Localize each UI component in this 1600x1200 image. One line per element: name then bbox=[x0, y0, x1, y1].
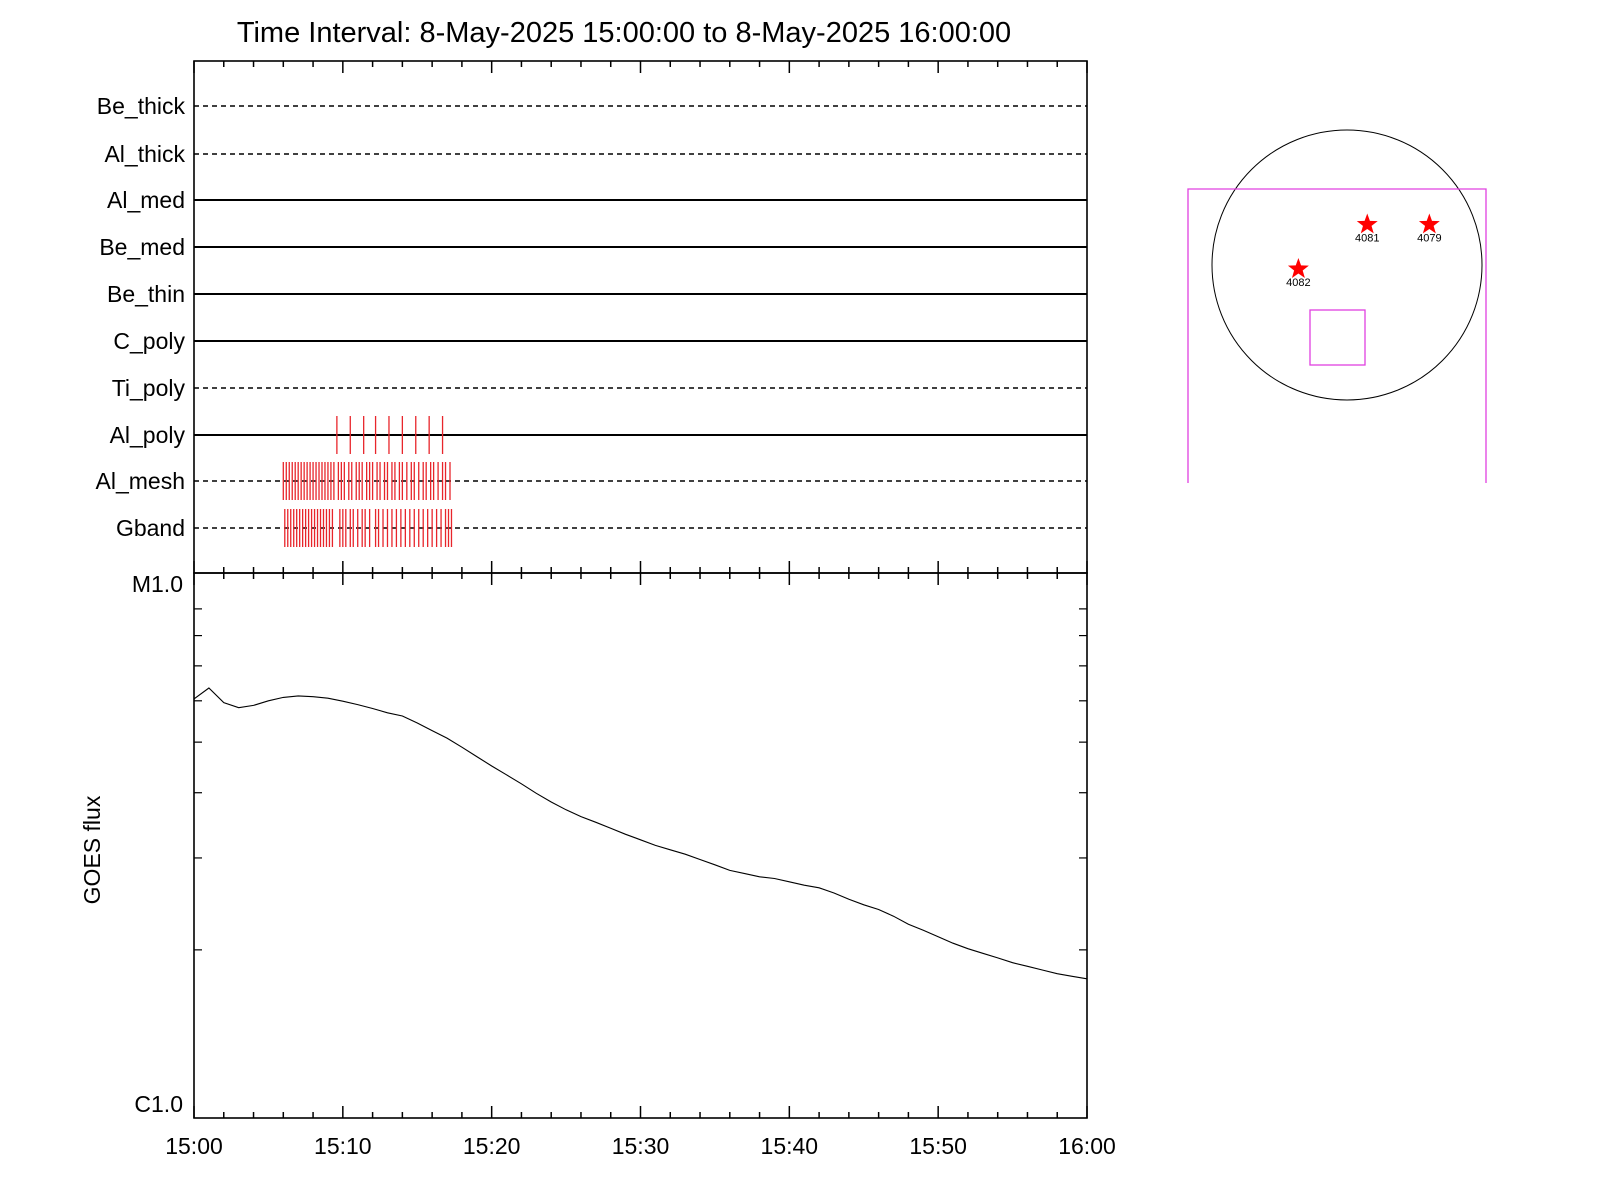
flux-x-tick-label: 15:50 bbox=[909, 1133, 967, 1159]
channel-label: Al_poly bbox=[110, 422, 186, 448]
channel-label: Al_thick bbox=[104, 141, 185, 167]
flux-y-max-label: M1.0 bbox=[132, 571, 183, 597]
field-of-view-outline bbox=[1187, 188, 1487, 483]
flux-y-axis-label: GOES flux bbox=[79, 795, 105, 904]
flux-y-min-label: C1.0 bbox=[134, 1091, 183, 1117]
active-region-star bbox=[1356, 213, 1378, 234]
channel-label: Gband bbox=[116, 515, 185, 541]
goes-flux-panel: GOES flux M1.0 C1.0 15:00 15:10 15:20 15:30… bbox=[79, 571, 1116, 1159]
flux-x-tick-label: 15:00 bbox=[165, 1133, 223, 1159]
active-region-label: 4079 bbox=[1417, 233, 1441, 245]
goes-flux-line bbox=[193, 687, 1088, 980]
flux-x-tick-label: 15:30 bbox=[612, 1133, 670, 1159]
active-region-star bbox=[1418, 213, 1440, 234]
flux-frame bbox=[193, 572, 1088, 1119]
active-region-star bbox=[1287, 258, 1309, 278]
channel-label: Al_med bbox=[107, 187, 185, 213]
channel-label: Al_mesh bbox=[96, 468, 185, 494]
channel-timeline-panel: Be_thick Al_thick Al_med Be_med Be_thin C_pol… bbox=[96, 60, 1088, 574]
flux-x-tick-label: 15:20 bbox=[463, 1133, 521, 1159]
channel-label: Be_med bbox=[99, 234, 185, 260]
channel-label: Be_thick bbox=[97, 93, 186, 119]
pointing-box bbox=[1309, 309, 1366, 366]
chart-title: Time Interval: 8-May-2025 15:00:00 to 8-… bbox=[237, 17, 1011, 49]
active-region-label: 4082 bbox=[1286, 277, 1310, 289]
flux-x-tick-label: 15:40 bbox=[761, 1133, 819, 1159]
channel-label: C_poly bbox=[113, 328, 185, 354]
active-region-label: 4081 bbox=[1355, 233, 1379, 245]
channel-label: Ti_poly bbox=[112, 375, 186, 401]
flux-x-tick-label: 16:00 bbox=[1058, 1133, 1116, 1159]
channel-label: Be_thin bbox=[107, 281, 185, 307]
flux-x-tick-label: 15:10 bbox=[314, 1133, 372, 1159]
solar-disk-limb bbox=[1211, 129, 1483, 401]
solar-disk-map: 4081 4079 4082 bbox=[1187, 129, 1487, 483]
